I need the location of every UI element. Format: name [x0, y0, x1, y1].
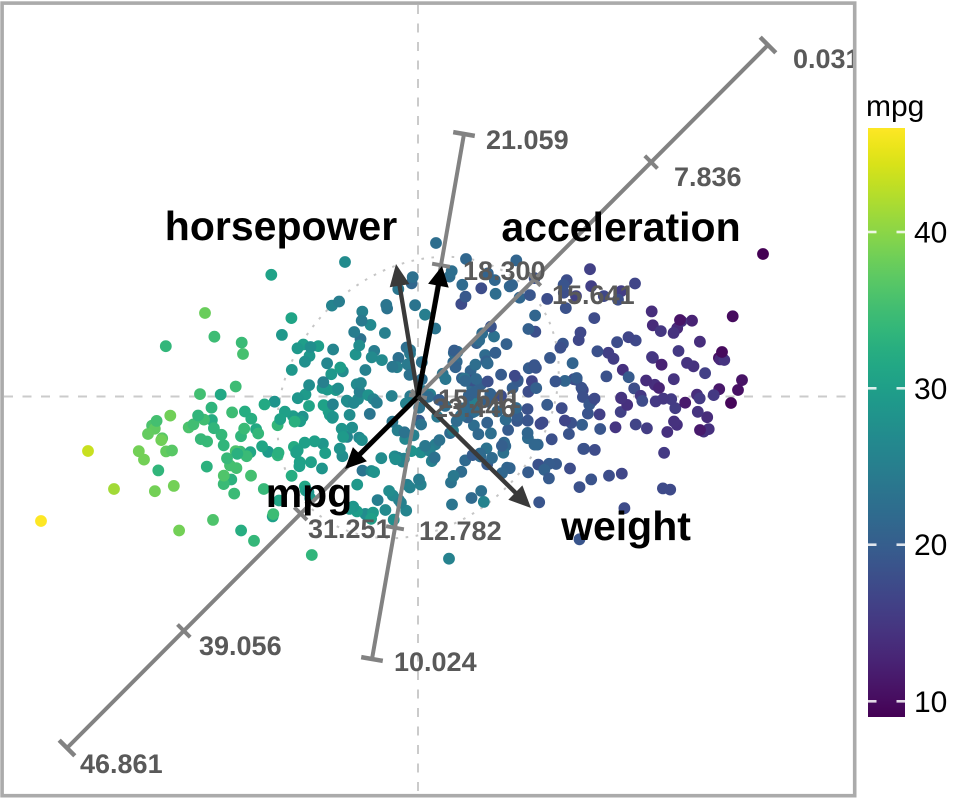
svg-text:12.782: 12.782 [419, 516, 502, 546]
svg-text:39.056: 39.056 [199, 631, 282, 661]
svg-text:15.541: 15.541 [438, 384, 521, 414]
svg-text:23.446: 23.446 [433, 393, 516, 423]
svg-text:0.031: 0.031 [793, 44, 861, 74]
svg-text:horsepower: horsepower [165, 203, 397, 249]
svg-text:weight: weight [560, 503, 691, 549]
svg-text:46.861: 46.861 [80, 749, 163, 779]
svg-text:15.641: 15.641 [552, 280, 635, 310]
svg-text:31.251: 31.251 [308, 514, 391, 544]
svg-text:mpg: mpg [266, 470, 353, 516]
svg-text:7.836: 7.836 [674, 162, 742, 192]
svg-text:40: 40 [914, 217, 947, 250]
svg-text:10: 10 [914, 686, 947, 719]
svg-text:mpg: mpg [866, 90, 924, 123]
svg-text:20: 20 [914, 529, 947, 562]
svg-text:acceleration: acceleration [501, 204, 740, 250]
svg-text:21.059: 21.059 [486, 125, 569, 155]
svg-text:30: 30 [914, 373, 947, 406]
svg-text:18.300: 18.300 [463, 256, 546, 286]
svg-text:10.024: 10.024 [394, 647, 477, 677]
